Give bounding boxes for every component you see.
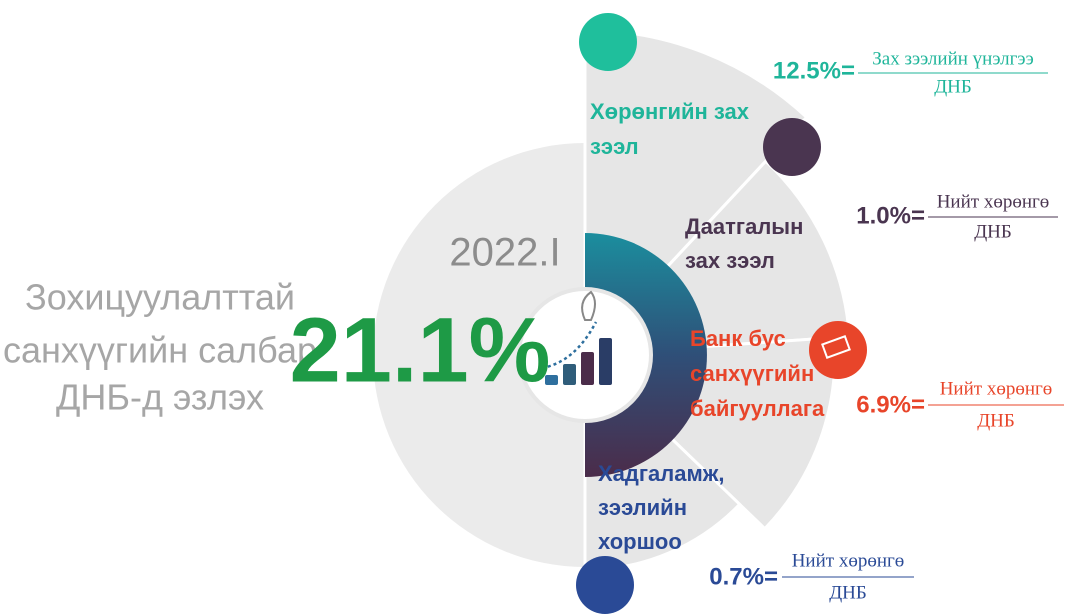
denominator: ДНБ <box>974 221 1012 242</box>
icon-trend <box>541 321 598 370</box>
segment-label: зээл <box>590 134 639 159</box>
denominator: ДНБ <box>977 410 1015 431</box>
segment-label: зах зээл <box>685 248 775 273</box>
numerator: Нийт хөрөнгө <box>792 550 905 571</box>
numerator: Зах зээлийн үнэлгээ <box>872 48 1033 69</box>
formula-value: 0.7%= <box>709 563 778 590</box>
icon-rocket <box>581 290 596 321</box>
icon-bar <box>545 375 558 385</box>
denominator: ДНБ <box>934 76 972 97</box>
segment-label: хоршоо <box>598 529 682 554</box>
icon-bar <box>599 338 612 385</box>
segment-label: Хөрөнгийн зах <box>590 99 750 124</box>
marker-circle <box>579 13 637 71</box>
icon-bar <box>563 364 576 385</box>
denominator: ДНБ <box>829 582 867 603</box>
segment-label: Хадгаламж, <box>598 461 724 486</box>
marker-circle <box>763 118 821 176</box>
segment-label: зээлийн <box>598 495 687 520</box>
marker-circle <box>809 321 867 379</box>
segment-label: байгууллага <box>690 396 825 421</box>
numerator: Нийт хөрөнгө <box>940 378 1053 399</box>
period: 2022.I <box>449 231 560 275</box>
title-line: санхүүгийн салбар <box>3 330 317 371</box>
title-line: Зохицуулалттай <box>25 277 295 318</box>
segment-label: санхүүгийн <box>690 361 814 386</box>
segment-label: Банк бус <box>690 326 786 351</box>
base-half-circle <box>373 143 585 567</box>
icon-banknote <box>821 335 851 359</box>
title-line: ДНБ-д эзлэх <box>56 377 264 418</box>
numerator: Нийт хөрөнгө <box>937 191 1050 212</box>
total: 21.1% <box>290 299 551 401</box>
icon-bar <box>581 352 594 385</box>
marker-circle <box>576 556 634 614</box>
formula-value: 1.0%= <box>856 202 925 229</box>
segment-label: Даатгалын <box>685 214 803 239</box>
formula-value: 6.9%= <box>856 391 925 418</box>
formula-value: 12.5%= <box>773 57 855 84</box>
